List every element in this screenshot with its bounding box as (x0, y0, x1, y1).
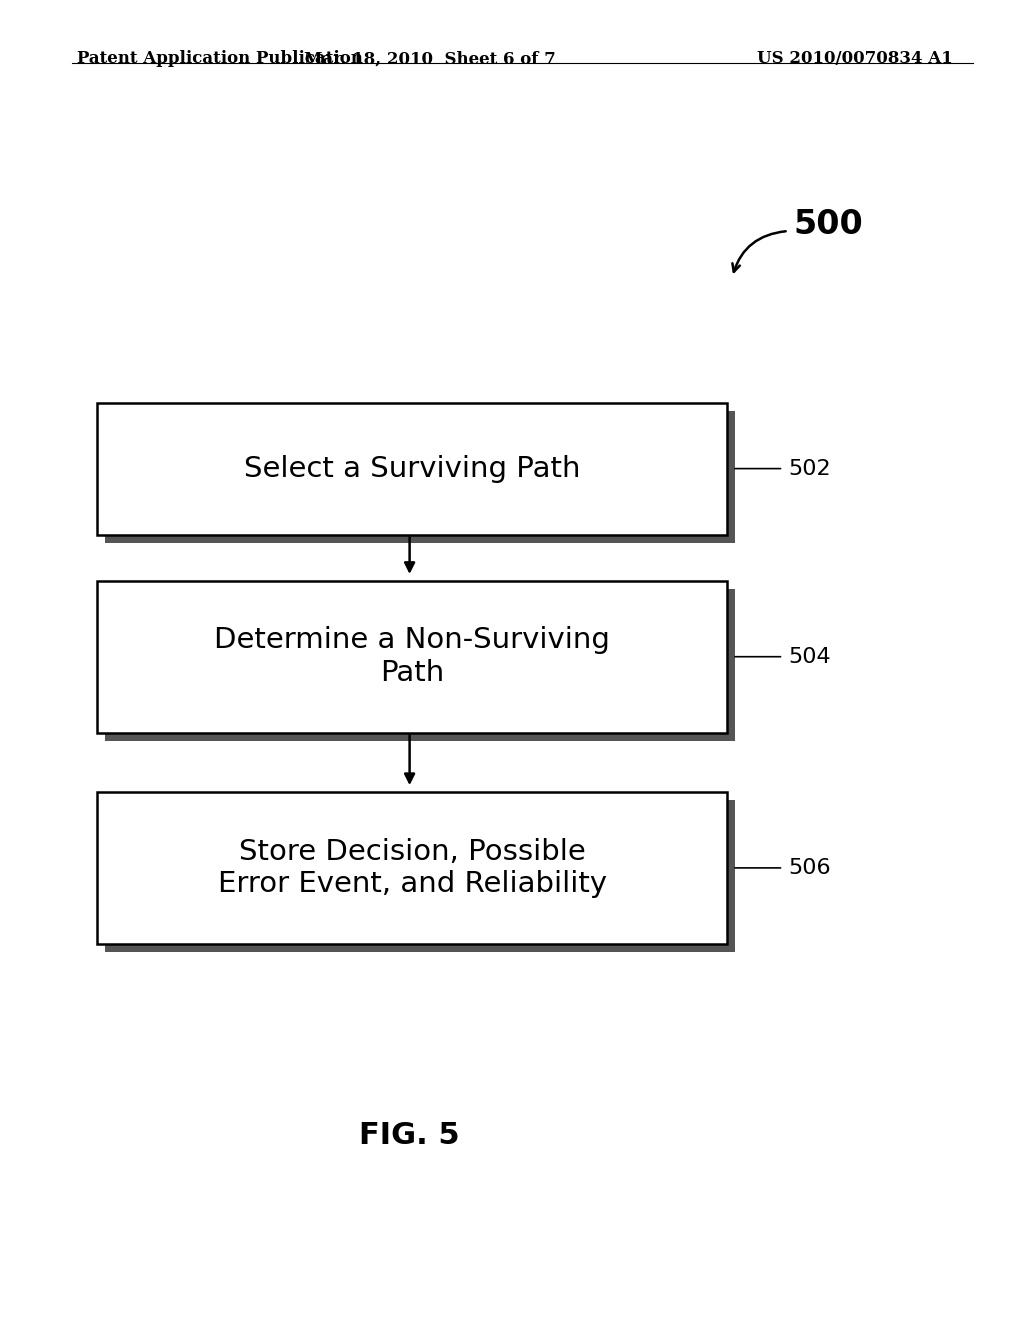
Bar (97, 792, 727, 944)
Text: 504: 504 (788, 647, 831, 667)
Text: Store Decision, Possible
Error Event, and Reliability: Store Decision, Possible Error Event, an… (217, 838, 607, 898)
Bar (97, 581, 727, 733)
Text: FIG. 5: FIG. 5 (359, 1121, 460, 1150)
Text: Select a Surviving Path: Select a Surviving Path (244, 454, 581, 483)
Bar (97, 403, 727, 535)
Bar (105, 800, 735, 952)
Text: US 2010/0070834 A1: US 2010/0070834 A1 (757, 50, 952, 67)
Bar (105, 411, 735, 543)
Text: Mar. 18, 2010  Sheet 6 of 7: Mar. 18, 2010 Sheet 6 of 7 (304, 50, 556, 67)
Bar (105, 589, 735, 741)
Text: 500: 500 (794, 209, 863, 242)
Text: 506: 506 (788, 858, 831, 878)
Text: Determine a Non-Surviving
Path: Determine a Non-Surviving Path (214, 627, 610, 686)
Text: 502: 502 (788, 458, 831, 479)
Text: Patent Application Publication: Patent Application Publication (77, 50, 362, 67)
